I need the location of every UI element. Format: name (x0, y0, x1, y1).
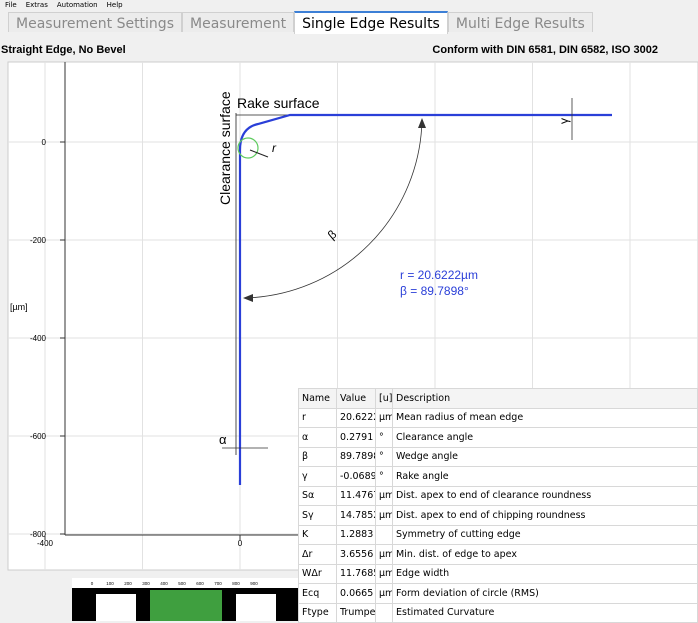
column-header: Name (299, 389, 337, 409)
table-cell: µm (376, 584, 393, 604)
table-cell: Ecq (299, 584, 337, 604)
thumbnail-unit: [µm] (74, 598, 80, 608)
table-cell: Min. dist. of edge to apex (393, 545, 698, 565)
thumbnail-tick: 700 (214, 581, 222, 586)
column-header: Value (337, 389, 376, 409)
table-cell: Δr (299, 545, 337, 565)
table-cell: Clearance angle (393, 428, 698, 448)
table-cell: -0.0689 (337, 467, 376, 487)
table-cell: Wedge angle (393, 447, 698, 467)
table-cell: ° (376, 428, 393, 448)
table-cell: µm (376, 486, 393, 506)
table-row: γ-0.0689°Rake angle (299, 467, 698, 487)
thumbnail-blob (96, 594, 136, 621)
table-cell: Sα (299, 486, 337, 506)
table-cell: ° (376, 467, 393, 487)
alpha-label: α (219, 432, 227, 447)
clearance-label: Clearance surface (217, 91, 233, 205)
table-cell: µm (376, 564, 393, 584)
table-cell: 89.7898 (337, 447, 376, 467)
table-cell: WΔr (299, 564, 337, 584)
table-cell: µm (376, 545, 393, 565)
gamma-label: γ (557, 118, 571, 124)
table-cell: µm (376, 408, 393, 428)
x-tick-label: -400 (37, 539, 54, 548)
table-cell: γ (299, 467, 337, 487)
table-cell: K (299, 525, 337, 545)
app-window: FileExtrasAutomationHelp Measurement Set… (0, 0, 698, 621)
table-cell: 11.4767 (337, 486, 376, 506)
thumbnail-tick: 300 (142, 581, 150, 586)
table-row: r20.6222µmMean radius of mean edge (299, 408, 698, 428)
thumbnail-tick: 100 (106, 581, 114, 586)
table-cell: r (299, 408, 337, 428)
table-cell: 20.6222 (337, 408, 376, 428)
table-cell: 14.7852 (337, 506, 376, 526)
thumbnail-blob (236, 594, 276, 621)
y-tick-label: -200 (30, 236, 47, 245)
thumbnail-tick: 800 (232, 581, 240, 586)
table-row: Δr3.6556µmMin. dist. of edge to apex (299, 545, 698, 565)
table-cell: α (299, 428, 337, 448)
table-cell: 1.2883 (337, 525, 376, 545)
y-unit: [µm] (10, 302, 28, 312)
table-cell: Edge width (393, 564, 698, 584)
thumbnail-tick: 200 (124, 581, 132, 586)
table-cell: Estimated Curvature (393, 603, 698, 623)
table-cell: Ftype (299, 603, 337, 623)
table-cell: Dist. apex to end of clearance roundness (393, 486, 698, 506)
x-tick-label: 0 (238, 539, 243, 548)
table-cell: Rake angle (393, 467, 698, 487)
y-tick-label: 0 (42, 138, 47, 147)
y-tick-label: -400 (30, 334, 47, 343)
table-cell: Sγ (299, 506, 337, 526)
result-beta: β = 89.7898° (400, 284, 469, 298)
y-tick-label: -600 (30, 432, 47, 441)
thumbnail-tick: 600 (196, 581, 204, 586)
thumbnail-tick: 500 (178, 581, 186, 586)
table-cell: 3.6556 (337, 545, 376, 565)
table-cell: Form deviation of circle (RMS) (393, 584, 698, 604)
thumbnail-tick: 400 (160, 581, 168, 586)
thumbnail-bars (150, 590, 222, 621)
table-cell: Dist. apex to end of chipping roundness (393, 506, 698, 526)
column-header: [u] (376, 389, 393, 409)
table-cell: 0.2791 (337, 428, 376, 448)
table-cell: Symmetry of cutting edge (393, 525, 698, 545)
table-cell: Mean radius of mean edge (393, 408, 698, 428)
table-cell: 0.0665 (337, 584, 376, 604)
y-tick-label: -800 (30, 530, 47, 539)
rake-label: Rake surface (237, 95, 320, 111)
result-r: r = 20.6222µm (400, 268, 478, 282)
table-cell: µm (376, 506, 393, 526)
thumbnail-tick: 900 (250, 581, 258, 586)
table-cell: ° (376, 447, 393, 467)
column-header: Description (393, 389, 698, 409)
table-cell: Trumpet (337, 603, 376, 623)
table-cell: β (299, 447, 337, 467)
table-cell: 11.7685 (337, 564, 376, 584)
table-cell (376, 525, 393, 545)
table-cell (376, 603, 393, 623)
